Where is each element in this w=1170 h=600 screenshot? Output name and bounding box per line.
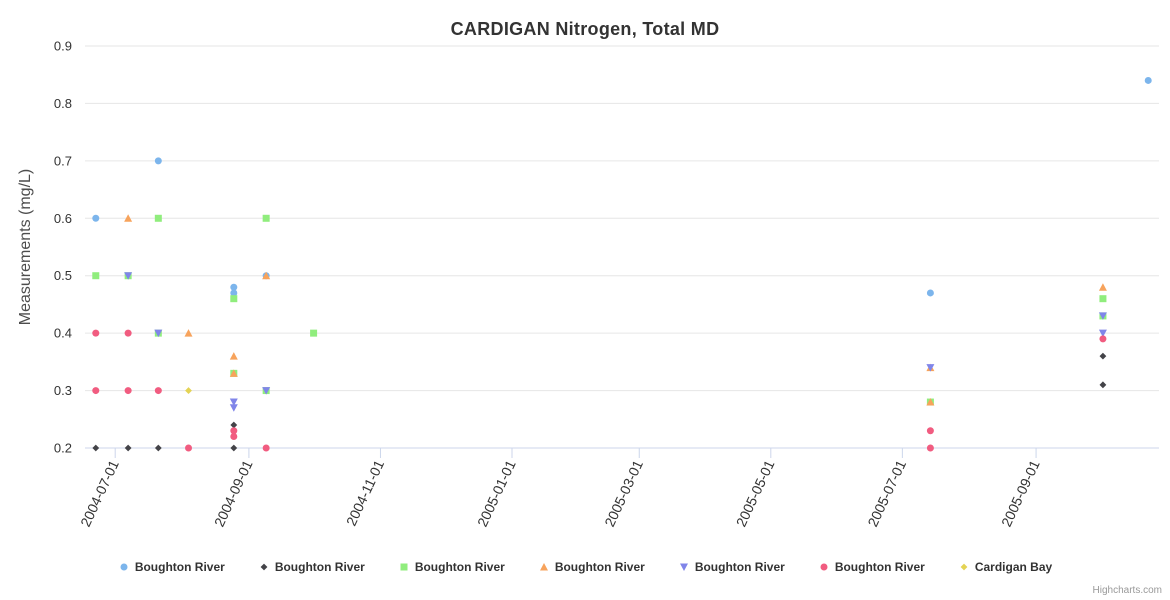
legend-item-3[interactable]: Boughton River — [398, 560, 505, 574]
legend-item-5[interactable]: Boughton River — [678, 560, 785, 574]
x-axis-tick-label: 2004-11-01 — [343, 457, 387, 528]
y-axis-tick-label: 0.2 — [54, 441, 72, 456]
data-point-series-5[interactable] — [229, 404, 238, 412]
legend-square-icon — [400, 563, 408, 571]
legend-label: Boughton River — [834, 560, 925, 574]
data-point-series-4[interactable] — [229, 369, 238, 377]
legend-circle-icon — [820, 563, 828, 571]
chart-title: CARDIGAN Nitrogen, Total MD — [450, 19, 720, 40]
legend-diamond-icon — [260, 563, 268, 571]
data-point-series-5[interactable] — [124, 272, 133, 280]
data-point-series-4[interactable] — [184, 329, 193, 337]
data-point-series-1[interactable] — [154, 157, 162, 165]
data-point-series-3[interactable] — [154, 214, 162, 222]
data-point-series-4[interactable] — [262, 271, 271, 280]
y-axis-tick-label: 0.4 — [54, 326, 72, 341]
data-point-series-3[interactable] — [310, 329, 318, 337]
data-point-series-5[interactable] — [262, 387, 271, 395]
data-point-series-6[interactable] — [262, 444, 270, 452]
data-point-series-4[interactable] — [1098, 283, 1107, 291]
data-point-series-2[interactable] — [92, 444, 100, 452]
x-axis-tick-label: 2004-09-01 — [211, 457, 256, 529]
data-point-series-6[interactable] — [230, 433, 238, 441]
data-point-series-2[interactable] — [124, 444, 132, 452]
y-axis-tick-label: 0.6 — [54, 211, 72, 226]
legend-label: Boughton River — [134, 560, 225, 574]
data-point-series-7[interactable] — [185, 387, 192, 394]
data-point-series-1[interactable] — [230, 283, 238, 291]
data-point-series-2[interactable] — [230, 444, 238, 452]
legend-triangle-down-icon — [679, 563, 688, 571]
x-axis-tick-label: 2005-05-01 — [733, 457, 778, 529]
x-axis-tick-label: 2005-01-01 — [474, 457, 519, 529]
legend: Boughton River Boughton River Boughton Riv… — [0, 560, 1170, 574]
data-point-series-2[interactable] — [1099, 352, 1107, 360]
legend-label: Boughton River — [554, 560, 645, 574]
data-point-series-4[interactable] — [124, 214, 133, 222]
x-axis-tick-label: 2005-03-01 — [601, 457, 646, 529]
data-point-series-5[interactable] — [926, 364, 935, 372]
highcharts-credits-link[interactable]: Highcharts.com — [1092, 585, 1162, 596]
legend-label: Boughton River — [694, 560, 785, 574]
y-axis-tick-label: 0.9 — [54, 39, 72, 54]
data-point-series-6[interactable] — [154, 387, 162, 395]
legend-triangle-icon — [539, 563, 548, 571]
data-point-series-3[interactable] — [262, 214, 270, 222]
legend-label: Cardigan Bay — [974, 560, 1053, 574]
x-axis-tick-label: 2005-07-01 — [864, 457, 909, 529]
data-point-series-6[interactable] — [230, 427, 238, 435]
legend-item-6[interactable]: Boughton River — [818, 560, 925, 574]
data-point-series-5[interactable] — [229, 398, 238, 407]
data-point-series-6[interactable] — [1099, 335, 1107, 343]
legend-label: Boughton River — [274, 560, 365, 574]
x-axis-tick-label: 2005-09-01 — [998, 457, 1043, 529]
y-axis-tick-label: 0.7 — [54, 153, 72, 168]
data-point-series-2[interactable] — [230, 421, 238, 429]
legend-item-4[interactable]: Boughton River — [538, 560, 645, 574]
data-point-series-1[interactable] — [230, 289, 238, 297]
data-point-series-3[interactable] — [230, 295, 238, 303]
data-point-series-6[interactable] — [124, 387, 132, 395]
data-point-series-6[interactable] — [185, 444, 193, 452]
data-point-series-6[interactable] — [92, 329, 100, 337]
legend-diamond-icon — [960, 563, 968, 571]
y-axis-tick-label: 0.3 — [54, 383, 72, 398]
data-point-series-5[interactable] — [1098, 329, 1107, 338]
legend-label: Boughton River — [414, 560, 505, 574]
data-point-series-4[interactable] — [926, 398, 935, 406]
legend-circle-icon — [120, 563, 128, 571]
data-point-series-5[interactable] — [1098, 312, 1107, 320]
data-point-series-6[interactable] — [92, 387, 100, 395]
y-axis-title: Measurements (mg/L) — [17, 169, 34, 326]
x-axis-tick-label: 2004-07-01 — [77, 457, 122, 529]
data-point-series-1[interactable] — [1144, 76, 1152, 84]
data-point-series-6[interactable] — [926, 427, 934, 435]
data-point-series-1[interactable] — [926, 289, 934, 297]
data-point-series-4[interactable] — [229, 352, 238, 360]
data-point-series-2[interactable] — [1099, 381, 1107, 389]
legend-item-7[interactable]: Cardigan Bay — [958, 560, 1052, 574]
y-axis-tick-label: 0.5 — [54, 268, 72, 283]
legend-item-1[interactable]: Boughton River — [118, 560, 225, 574]
data-point-series-6[interactable] — [124, 329, 132, 337]
y-axis-tick-label: 0.8 — [54, 96, 72, 111]
data-point-series-2[interactable] — [154, 444, 162, 452]
data-point-series-3[interactable] — [1099, 295, 1107, 303]
data-point-series-3[interactable] — [92, 272, 100, 280]
data-point-series-1[interactable] — [92, 214, 100, 222]
data-point-series-6[interactable] — [926, 444, 934, 452]
data-point-series-5[interactable] — [154, 329, 163, 338]
legend-item-2[interactable]: Boughton River — [258, 560, 365, 574]
